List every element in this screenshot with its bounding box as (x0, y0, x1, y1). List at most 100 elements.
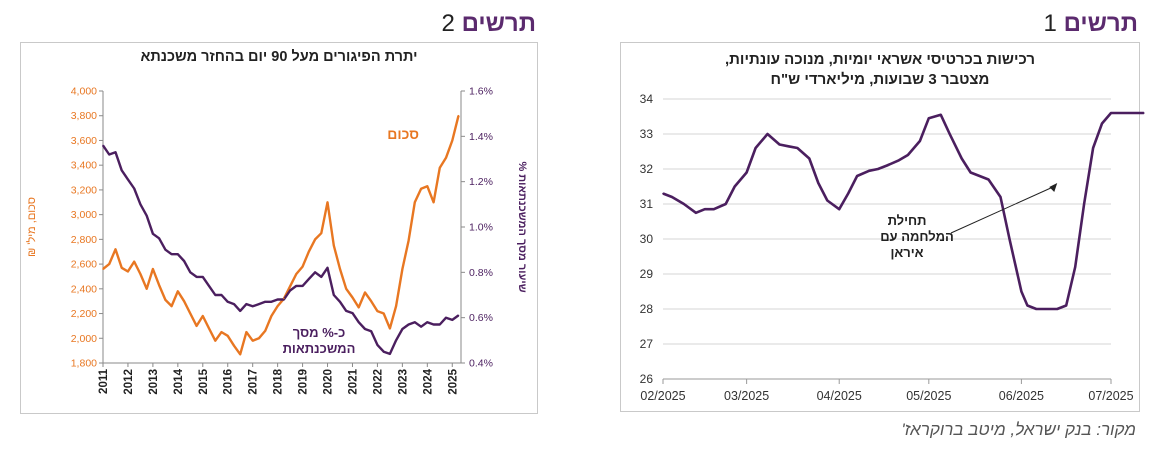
data-point-amount (401, 268, 404, 270)
x-tick-label: 2016 (223, 369, 235, 395)
data-point (1128, 112, 1130, 114)
data-point-percent (189, 271, 192, 274)
data-point-amount (457, 114, 460, 117)
left-tick-label: 2,800 (71, 234, 97, 246)
data-point-percent (308, 278, 310, 280)
data-point-percent (270, 301, 273, 303)
series-line-amount (102, 115, 460, 356)
data-point (1008, 238, 1011, 240)
data-point (1065, 304, 1067, 307)
right-tick-label: 1.0% (469, 222, 493, 234)
left-tick-label: 4,000 (71, 86, 97, 98)
x-tick-label: 07/2025 (1088, 389, 1133, 403)
data-point-percent (432, 323, 435, 326)
x-tick-label: 2015 (198, 368, 210, 394)
data-point-percent (314, 271, 316, 274)
credit-card-chart-panel: רכישות בכרטיסי אשראי יומיות, מנוכה עונתי… (620, 42, 1145, 412)
data-point-amount (289, 285, 291, 288)
data-point-amount (177, 290, 179, 293)
data-point (856, 175, 858, 177)
data-point-percent (276, 298, 279, 301)
x-tick-label: 2011 (98, 368, 110, 394)
series-line (662, 111, 1144, 311)
data-point-percent (401, 328, 404, 330)
data-point-amount (432, 201, 435, 204)
data-point-percent (451, 319, 454, 321)
data-point-amount (414, 201, 416, 204)
data-point-amount (420, 187, 422, 190)
data-point-amount (189, 312, 192, 315)
credit-card-chart-title-line1: רכישות בכרטיסי אשראי יומיות, מנוכה עונתי… (725, 51, 1035, 68)
data-point-percent (332, 294, 335, 296)
data-point-amount (251, 339, 254, 342)
data-point (868, 169, 870, 172)
left-axis-title: סכום, מיל' ₪ (25, 197, 38, 257)
x-tick-label: 2017 (248, 369, 260, 395)
data-point-amount (208, 327, 210, 330)
x-tick-label: 04/2025 (817, 389, 862, 403)
data-point (1044, 308, 1047, 310)
data-point (886, 164, 888, 167)
data-point-amount (314, 238, 316, 241)
data-point-amount (382, 312, 385, 315)
data-point-amount (220, 331, 223, 333)
data-point-amount (320, 232, 323, 234)
right-tick-label: 1.2% (469, 176, 493, 188)
data-point-amount (239, 353, 242, 356)
x-tick-label: 2025 (447, 368, 459, 394)
data-point (826, 199, 829, 202)
data-point-percent (295, 285, 298, 287)
data-point (1026, 304, 1029, 307)
data-point-percent (239, 310, 242, 312)
data-point (999, 196, 1002, 198)
data-point (817, 182, 820, 184)
data-point-amount (183, 300, 185, 302)
data-point (778, 143, 781, 146)
y-tick-label: 32 (640, 162, 654, 176)
data-point-percent (264, 301, 266, 303)
data-point (724, 203, 727, 205)
data-point-amount (102, 268, 104, 270)
data-point (939, 113, 942, 116)
data-point-amount (426, 185, 429, 187)
data-point-percent (201, 276, 204, 278)
data-point-percent (102, 144, 104, 147)
data-point-percent (364, 328, 366, 330)
data-point-amount (139, 273, 142, 275)
annotation-text: המלחמה עם (880, 229, 954, 244)
mortgage-arrears-chart: 1,800 2,000 2,200 2,400 2,600 2,800 3,000 3,200… (25, 86, 528, 395)
data-point-amount (376, 310, 379, 312)
x-tick-label: 2020 (323, 369, 335, 395)
data-point (1110, 112, 1112, 114)
data-point-amount (195, 325, 198, 327)
x-tick-label: 2012 (123, 369, 135, 395)
data-point (907, 154, 909, 156)
data-point (1092, 147, 1094, 149)
data-point (1056, 308, 1059, 310)
data-point (712, 208, 715, 211)
data-point (1101, 122, 1103, 125)
data-point-percent (301, 285, 304, 287)
data-point-percent (326, 267, 329, 269)
x-tick-label: 2024 (422, 368, 434, 394)
data-point-percent (183, 260, 185, 262)
left-tick-label: 3,400 (71, 160, 97, 172)
data-point-percent (120, 169, 123, 172)
y-tick-label: 30 (640, 232, 654, 246)
data-point-percent (170, 253, 173, 255)
data-point-amount (276, 305, 279, 307)
data-point-percent (357, 321, 360, 324)
y-tick-label: 26 (640, 372, 654, 386)
data-point-amount (214, 339, 217, 342)
data-point-percent (226, 301, 229, 303)
data-point (704, 208, 706, 211)
data-point-percent (145, 214, 148, 217)
x-tick-label: 2013 (148, 369, 160, 395)
left-tick-label: 3,600 (71, 135, 97, 147)
right-tick-label: 1.6% (469, 86, 493, 98)
data-point-percent (395, 339, 397, 342)
right-tick-label: 1.4% (469, 131, 493, 143)
data-point-amount (233, 344, 235, 347)
data-point-amount (270, 315, 273, 317)
data-point-percent (258, 303, 260, 305)
